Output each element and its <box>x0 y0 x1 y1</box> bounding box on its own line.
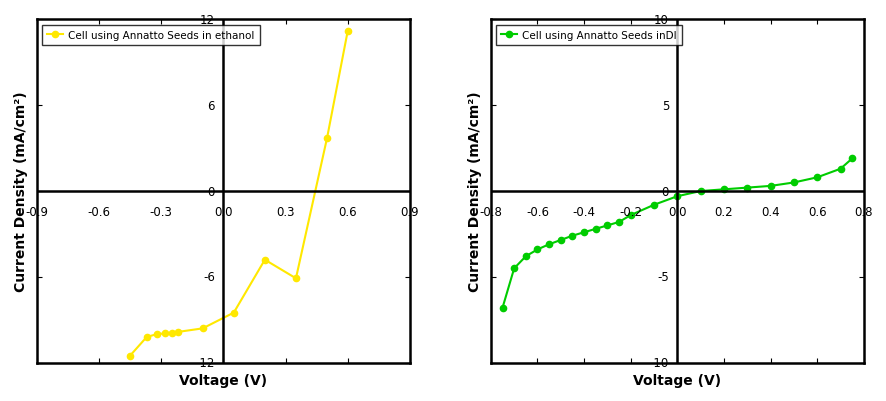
Cell using Annatto Seeds inDI <box>566 234 577 239</box>
Text: -0.6: -0.6 <box>525 205 548 219</box>
Text: 0.0: 0.0 <box>667 205 686 219</box>
Legend: Cell using Annatto Seeds in ethanol: Cell using Annatto Seeds in ethanol <box>42 26 260 46</box>
Legend: Cell using Annatto Seeds inDI: Cell using Annatto Seeds inDI <box>495 26 681 46</box>
Text: 5: 5 <box>661 99 668 112</box>
Text: 6: 6 <box>207 99 214 112</box>
Text: -0.8: -0.8 <box>479 205 501 219</box>
Cell using Annatto Seeds inDI <box>718 187 728 192</box>
Text: 0.0: 0.0 <box>214 205 232 219</box>
Cell using Annatto Seeds in ethanol <box>198 326 208 331</box>
Cell using Annatto Seeds in ethanol <box>291 276 301 281</box>
Text: -0.2: -0.2 <box>618 205 641 219</box>
Cell using Annatto Seeds inDI <box>602 223 612 228</box>
Text: 12: 12 <box>200 14 214 27</box>
Line: Cell using Annatto Seeds inDI: Cell using Annatto Seeds inDI <box>499 156 854 311</box>
Text: -0.6: -0.6 <box>88 205 111 219</box>
Cell using Annatto Seeds in ethanol <box>159 331 170 336</box>
Cell using Annatto Seeds inDI <box>625 213 635 218</box>
Cell using Annatto Seeds in ethanol <box>172 330 183 334</box>
Text: -0.9: -0.9 <box>26 205 49 219</box>
Cell using Annatto Seeds inDI <box>648 203 658 208</box>
Cell using Annatto Seeds inDI <box>788 180 798 185</box>
Text: 0.2: 0.2 <box>714 205 733 219</box>
Cell using Annatto Seeds inDI <box>846 157 857 162</box>
Cell using Annatto Seeds inDI <box>765 184 775 189</box>
X-axis label: Voltage (V): Voltage (V) <box>179 373 268 387</box>
Text: 0.3: 0.3 <box>276 205 294 219</box>
Cell using Annatto Seeds in ethanol <box>166 330 176 335</box>
Text: -0.3: -0.3 <box>150 205 173 219</box>
Cell using Annatto Seeds inDI <box>742 186 752 190</box>
Text: 0: 0 <box>207 185 214 198</box>
Y-axis label: Current Density (mA/cm²): Current Density (mA/cm²) <box>14 91 27 292</box>
Text: -5: -5 <box>657 271 668 284</box>
Text: -12: -12 <box>196 356 214 369</box>
Text: 0.9: 0.9 <box>400 205 419 219</box>
Cell using Annatto Seeds inDI <box>590 227 601 232</box>
Cell using Annatto Seeds inDI <box>543 242 554 247</box>
Cell using Annatto Seeds in ethanol <box>141 335 152 340</box>
Cell using Annatto Seeds in ethanol <box>342 29 353 34</box>
Cell using Annatto Seeds inDI <box>509 266 519 271</box>
Y-axis label: Current Density (mA/cm²): Current Density (mA/cm²) <box>467 91 481 292</box>
Text: 0: 0 <box>661 185 668 198</box>
Text: 10: 10 <box>653 14 668 27</box>
Cell using Annatto Seeds inDI <box>613 220 624 225</box>
Text: 0.6: 0.6 <box>338 205 357 219</box>
Cell using Annatto Seeds inDI <box>520 254 531 259</box>
Cell using Annatto Seeds inDI <box>579 230 589 235</box>
Cell using Annatto Seeds inDI <box>835 167 845 172</box>
X-axis label: Voltage (V): Voltage (V) <box>633 373 720 387</box>
Cell using Annatto Seeds in ethanol <box>322 136 332 141</box>
Cell using Annatto Seeds in ethanol <box>229 310 239 315</box>
Text: 0.8: 0.8 <box>853 205 872 219</box>
Line: Cell using Annatto Seeds in ethanol: Cell using Annatto Seeds in ethanol <box>127 28 351 359</box>
Text: -6: -6 <box>203 271 214 284</box>
Cell using Annatto Seeds inDI <box>695 189 705 194</box>
Cell using Annatto Seeds in ethanol <box>260 258 270 263</box>
Text: -0.4: -0.4 <box>572 205 595 219</box>
Cell using Annatto Seeds inDI <box>672 194 682 199</box>
Text: -10: -10 <box>649 356 668 369</box>
Cell using Annatto Seeds inDI <box>497 306 508 310</box>
Text: 0.4: 0.4 <box>760 205 779 219</box>
Cell using Annatto Seeds inDI <box>532 247 542 252</box>
Cell using Annatto Seeds inDI <box>555 238 565 243</box>
Cell using Annatto Seeds in ethanol <box>125 353 136 358</box>
Text: 0.6: 0.6 <box>807 205 826 219</box>
Cell using Annatto Seeds inDI <box>811 176 821 180</box>
Cell using Annatto Seeds in ethanol <box>152 332 162 337</box>
